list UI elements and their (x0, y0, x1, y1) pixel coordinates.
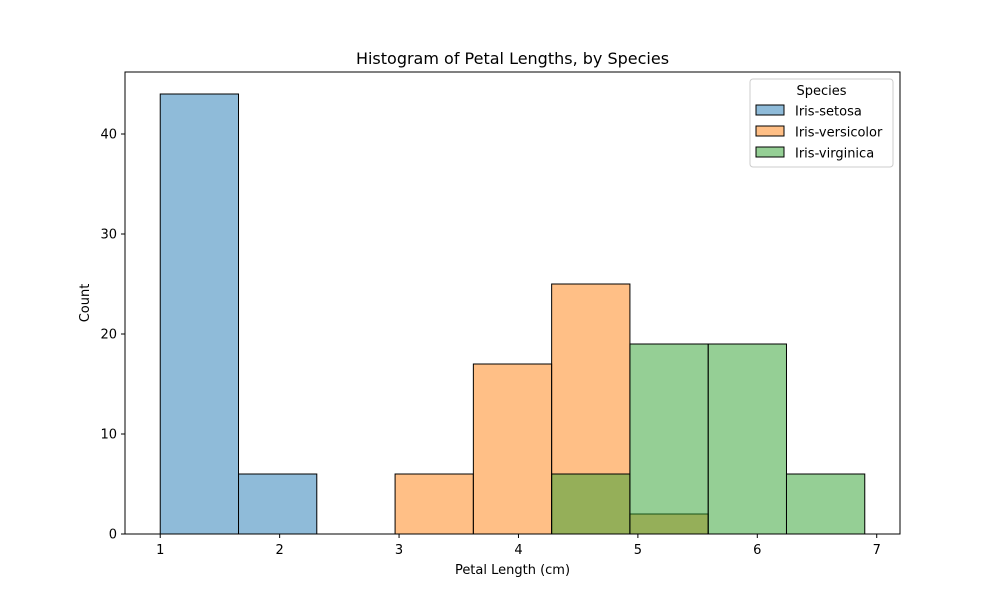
bar-versicolor-bin-3 (394, 473, 474, 535)
legend-swatch-versicolor (755, 125, 785, 137)
x-tick-label: 2 (276, 543, 284, 558)
legend-swatch-setosa (755, 104, 785, 116)
bar-virginica-bin-6 (629, 343, 709, 535)
x-axis-label: Petal Length (cm) (455, 563, 570, 578)
bar-versicolor-bin-4 (472, 363, 553, 535)
x-tick-label: 7 (873, 543, 881, 558)
x-tick-label: 5 (634, 543, 642, 558)
bar-virginica-bin-7 (707, 343, 787, 535)
y-tick-label: 30 (100, 228, 117, 243)
plot-frame (124, 71, 901, 535)
y-tick-label: 10 (100, 428, 117, 443)
bars-group (159, 93, 866, 535)
y-tick-label: 0 (109, 528, 117, 543)
y-axis: 0 10 20 30 40 (100, 128, 125, 543)
x-tick-label: 4 (514, 543, 522, 558)
y-axis-label: Count (78, 284, 93, 323)
legend: Species Iris-setosa Iris-versicolor Iris… (749, 78, 894, 168)
x-axis: 1 2 3 4 5 6 7 (156, 534, 881, 558)
chart-title: Histogram of Petal Lengths, by Species (356, 49, 669, 68)
legend-label-versicolor: Iris-versicolor (795, 126, 883, 141)
y-tick-label: 40 (100, 128, 117, 143)
bar-virginica-bin-5 (551, 473, 631, 535)
legend-swatch-virginica (755, 146, 785, 158)
legend-label-setosa: Iris-setosa (795, 105, 862, 120)
x-tick-label: 3 (395, 543, 403, 558)
x-tick-label: 1 (156, 543, 164, 558)
y-tick-label: 20 (100, 328, 117, 343)
x-tick-label: 6 (753, 543, 761, 558)
legend-label-virginica: Iris-virginica (795, 147, 874, 162)
legend-title: Species (796, 84, 846, 99)
bar-setosa-bin-1 (238, 473, 318, 535)
legend-box (749, 78, 894, 168)
bar-virginica-bin-8 (785, 473, 866, 535)
bar-setosa-bin-0 (159, 93, 240, 535)
